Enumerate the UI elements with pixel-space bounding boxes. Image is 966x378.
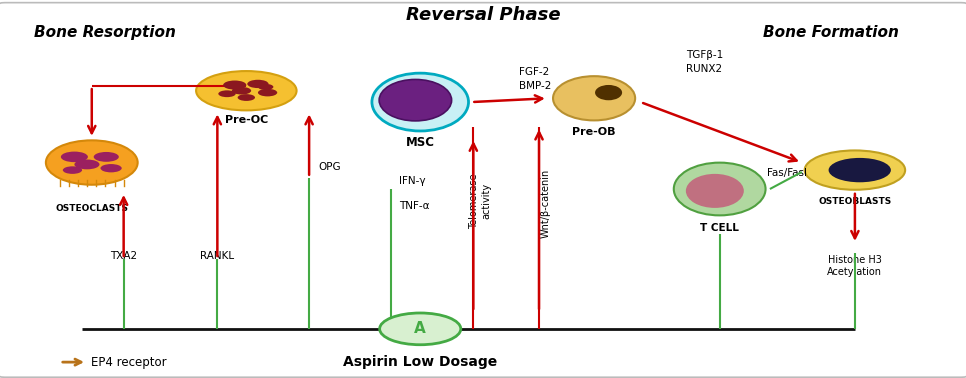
Circle shape [238, 94, 255, 101]
Text: OSTEOCLASTS: OSTEOCLASTS [55, 204, 128, 213]
Text: TGFβ-1: TGFβ-1 [686, 51, 724, 60]
Text: EP4 receptor: EP4 receptor [91, 356, 166, 369]
Ellipse shape [674, 163, 765, 215]
Text: Histone H3
Acetylation: Histone H3 Acetylation [828, 255, 882, 277]
Text: MSC: MSC [406, 136, 435, 149]
Circle shape [805, 150, 905, 190]
Text: Bone Formation: Bone Formation [763, 25, 899, 40]
Circle shape [223, 81, 246, 90]
Ellipse shape [379, 79, 452, 121]
Ellipse shape [94, 152, 119, 162]
Circle shape [218, 90, 236, 97]
Ellipse shape [63, 166, 82, 174]
Text: IFN-γ: IFN-γ [399, 177, 426, 186]
Circle shape [196, 71, 297, 110]
Ellipse shape [686, 174, 744, 208]
Circle shape [380, 313, 461, 345]
Ellipse shape [74, 160, 99, 169]
Circle shape [258, 84, 273, 90]
Ellipse shape [595, 85, 622, 100]
Text: T CELL: T CELL [700, 223, 739, 233]
Text: A: A [414, 321, 426, 336]
Ellipse shape [61, 152, 88, 162]
Text: Bone Resorption: Bone Resorption [34, 25, 176, 40]
Text: FGF-2: FGF-2 [519, 68, 549, 77]
Text: Reversal Phase: Reversal Phase [406, 6, 560, 24]
Ellipse shape [372, 73, 469, 131]
Text: OPG: OPG [319, 162, 341, 172]
Text: RUNX2: RUNX2 [686, 64, 722, 74]
Circle shape [258, 89, 277, 96]
Text: Wnt/β-catenin: Wnt/β-catenin [541, 169, 551, 238]
Text: RANKL: RANKL [200, 251, 235, 261]
Text: Pre-OB: Pre-OB [572, 127, 616, 136]
Text: OSTEOBLASTS: OSTEOBLASTS [818, 197, 892, 206]
Circle shape [232, 87, 251, 94]
Text: Pre-OC: Pre-OC [225, 115, 268, 125]
Ellipse shape [46, 140, 138, 185]
Text: TXA2: TXA2 [110, 251, 137, 261]
Text: Fas/Fasl: Fas/Fasl [767, 168, 808, 178]
Text: Telomerase
activity: Telomerase activity [469, 173, 491, 229]
Ellipse shape [554, 76, 636, 121]
Text: Aspirin Low Dosage: Aspirin Low Dosage [343, 355, 497, 369]
FancyBboxPatch shape [0, 3, 966, 377]
Circle shape [829, 158, 891, 182]
Text: BMP-2: BMP-2 [519, 81, 552, 91]
Text: TNF-α: TNF-α [399, 201, 430, 211]
Ellipse shape [100, 164, 122, 172]
Circle shape [247, 80, 269, 88]
